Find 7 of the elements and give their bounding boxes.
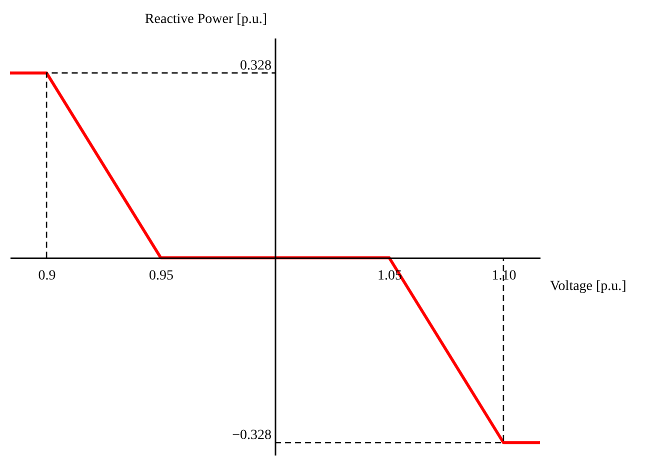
x-axis-title: Voltage [p.u.] [550,278,626,294]
x-tick-label: 0.9 [38,268,56,284]
y-tick-label: 0.328 [240,58,272,74]
x-tick-label: 1.10 [492,268,516,284]
x-tick-label: 0.95 [149,268,174,284]
y-tick-label: −0.328 [232,428,272,444]
y-axis-title: Reactive Power [p.u.] [144,12,267,27]
